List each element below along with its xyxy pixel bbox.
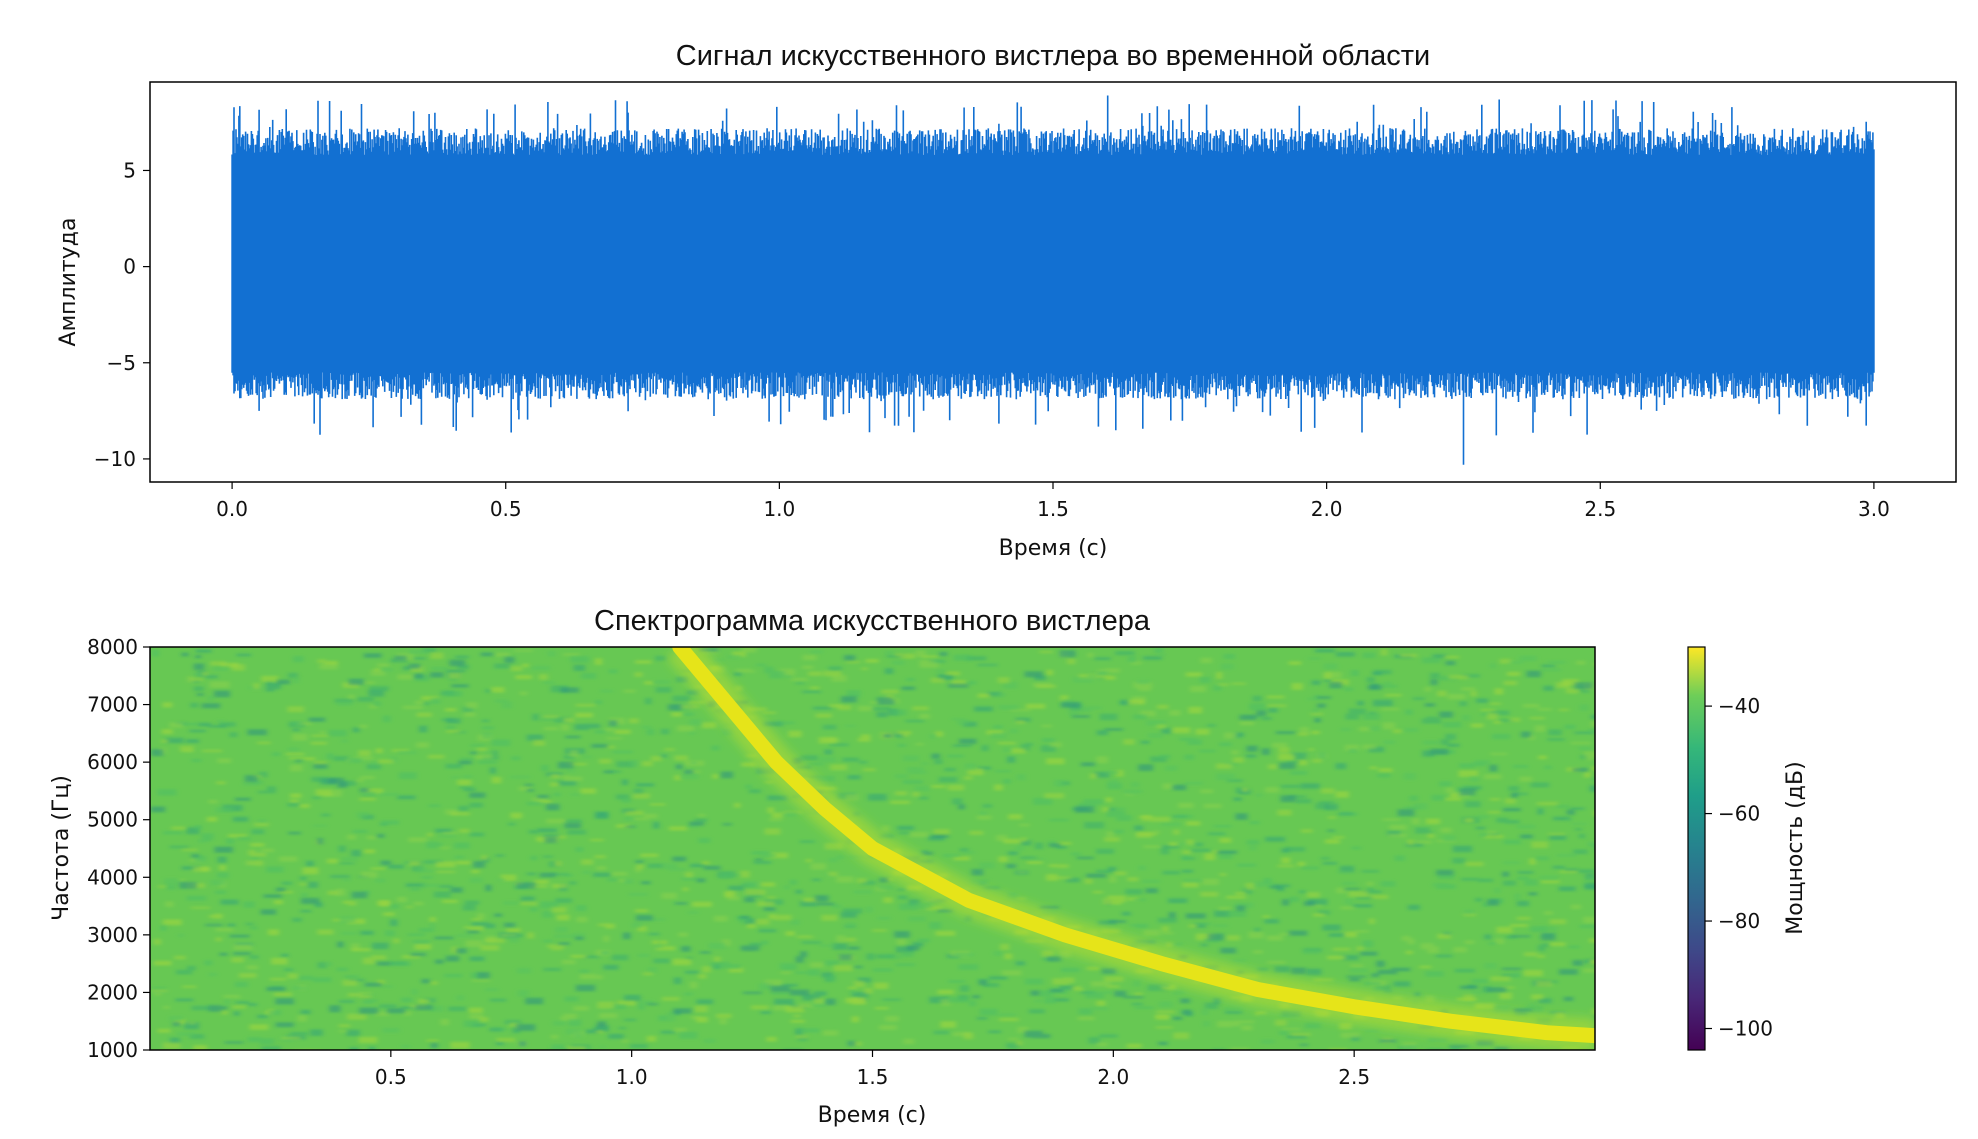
colorbar-tick-label: −80: [1718, 909, 1760, 933]
colorbar-tick-label: −40: [1718, 694, 1760, 718]
spectrogram-x-tick-label: 2.5: [1338, 1065, 1370, 1089]
spectrogram-y-tick-label: 4000: [87, 865, 138, 889]
spectrogram-image: [150, 647, 1595, 1050]
waveform-y-label: Амплитуда: [56, 218, 81, 347]
spectrogram-noise-layer: [150, 648, 1593, 1050]
waveform-x-tick-label: 1.5: [1037, 497, 1069, 521]
spectrogram-y-tick-label: 1000: [87, 1038, 138, 1062]
spectrogram-x-tick-label: 1.0: [616, 1065, 648, 1089]
spectrogram-y-tick-label: 6000: [87, 750, 138, 774]
waveform-x-label: Время (с): [999, 536, 1108, 561]
waveform-x-tick-label: 2.5: [1584, 497, 1616, 521]
spectrogram-y-tick-label: 7000: [87, 693, 138, 717]
spectrogram-noise-layer: [152, 647, 1595, 1050]
waveform-title: Сигнал искусственного вистлера во времен…: [676, 40, 1431, 72]
waveform-x-tick-label: 0.0: [216, 497, 248, 521]
spectrogram-y-ticks: 1000 2000 3000 4000 5000 6000 7000 8000: [87, 635, 150, 1062]
waveform-x-ticks: 0.0 0.5 1.0 1.5 2.0 2.5 3.0: [216, 482, 1890, 521]
spectrogram-x-label: Время (с): [818, 1103, 927, 1128]
spectrogram-subplot: Спектрограмма искусственного вистлера 0.…: [49, 605, 1596, 1128]
waveform-x-tick-label: 1.0: [763, 497, 795, 521]
spectrogram-y-tick-label: 5000: [87, 808, 138, 832]
spectrogram-x-ticks: 0.5 1.0 1.5 2.0 2.5: [375, 1050, 1370, 1089]
waveform-subplot: Сигнал искусственного вистлера во времен…: [56, 40, 1957, 561]
spectrogram-title: Спектрограмма искусственного вистлера: [594, 605, 1151, 637]
whistler-trace: [672, 647, 1595, 1044]
spectrogram-x-tick-label: 1.5: [857, 1065, 889, 1089]
spectrogram-y-tick-label: 8000: [87, 635, 138, 659]
waveform-x-tick-label: 0.5: [490, 497, 522, 521]
waveform-series: [231, 95, 1875, 465]
colorbar-label: Мощность (дБ): [1783, 761, 1808, 934]
waveform-x-tick-label: 2.0: [1311, 497, 1343, 521]
waveform-line: [231, 95, 1875, 465]
colorbar-ticks: −40 −60 −80 −100: [1705, 694, 1773, 1041]
waveform-y-tick-label: −10: [94, 447, 136, 471]
spectrogram-x-tick-label: 0.5: [375, 1065, 407, 1089]
colorbar-tick-label: −100: [1718, 1017, 1773, 1041]
waveform-y-tick-label: 5: [123, 158, 136, 182]
colorbar-gradient: [1687, 646, 1706, 1051]
spectrogram-y-tick-label: 2000: [87, 980, 138, 1004]
colorbar-tick-label: −60: [1718, 802, 1760, 826]
spectrogram-noise: [150, 647, 1595, 1050]
colorbar: −40 −60 −80 −100 Мощность (дБ): [1687, 646, 1808, 1051]
waveform-y-ticks: −10 −5 0 5: [94, 158, 150, 471]
spectrogram-noise-layer: [154, 647, 1595, 1050]
waveform-y-tick-label: −5: [107, 351, 136, 375]
spectrogram-x-tick-label: 2.0: [1097, 1065, 1129, 1089]
spectrogram-y-label: Частота (Гц): [49, 775, 74, 921]
waveform-y-tick-label: 0: [123, 255, 136, 279]
spectrogram-y-tick-label: 3000: [87, 923, 138, 947]
waveform-x-tick-label: 3.0: [1858, 497, 1890, 521]
